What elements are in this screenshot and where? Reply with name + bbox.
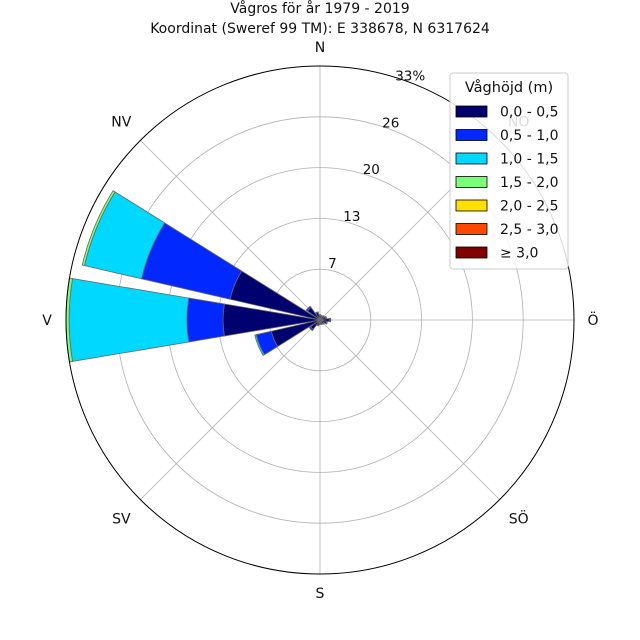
legend: Våghöjd (m) 0,0 - 0,5 0,5 - 1,0 1,0 - 1,5 1… [450,73,568,269]
direction-label-5: S [316,586,325,602]
direction-label-7: V [42,313,52,329]
chart-title-line2: Koordinat (Sweref 99 TM): E 338678, N 63… [150,21,490,37]
legend-title: Våghöjd (m) [465,79,553,96]
ring-label-4: 26 [382,115,399,131]
ring-label-1: 7 [328,256,337,272]
bar-270-bin-2 [187,298,225,342]
bar-0-bin-2 [319,315,321,316]
ring-label-3: 20 [363,162,380,178]
legend-swatch-6 [456,224,487,235]
grid-spoke-4 [320,320,500,500]
legend-swatch-1 [456,106,487,117]
direction-label-4: SÖ [509,510,529,528]
legend-swatch-4 [456,177,487,188]
legend-label-2: 0,5 - 1,0 [500,128,558,144]
legend-label-7: ≥ 3,0 [500,246,538,262]
direction-label-8: NV [111,114,131,130]
direction-label-1: N [315,40,325,56]
ring-label-5: 33% [395,68,425,84]
direction-label-6: SV [112,512,131,528]
legend-swatch-2 [456,130,487,141]
legend-label-3: 1,0 - 1,5 [500,152,558,168]
direction-label-3: Ö [587,311,598,329]
radial-tick-labels: 7 13 20 26 33% [328,68,425,272]
legend-swatch-3 [456,153,487,164]
chart-title-line1: Vågros för år 1979 - 2019 [230,0,409,17]
legend-label-5: 2,0 - 2,5 [500,199,558,215]
legend-swatch-7 [456,247,487,258]
bar-90-bin-2 [329,318,331,322]
grid-spoke-6 [140,320,320,500]
ring-label-2: 13 [343,209,360,225]
sector-bars [66,191,331,362]
legend-label-4: 1,5 - 2,0 [500,175,558,191]
legend-label-6: 2,5 - 3,0 [500,222,558,238]
legend-swatch-5 [456,200,487,211]
legend-box [450,73,568,269]
legend-label-1: 0,0 - 0,5 [500,105,558,121]
